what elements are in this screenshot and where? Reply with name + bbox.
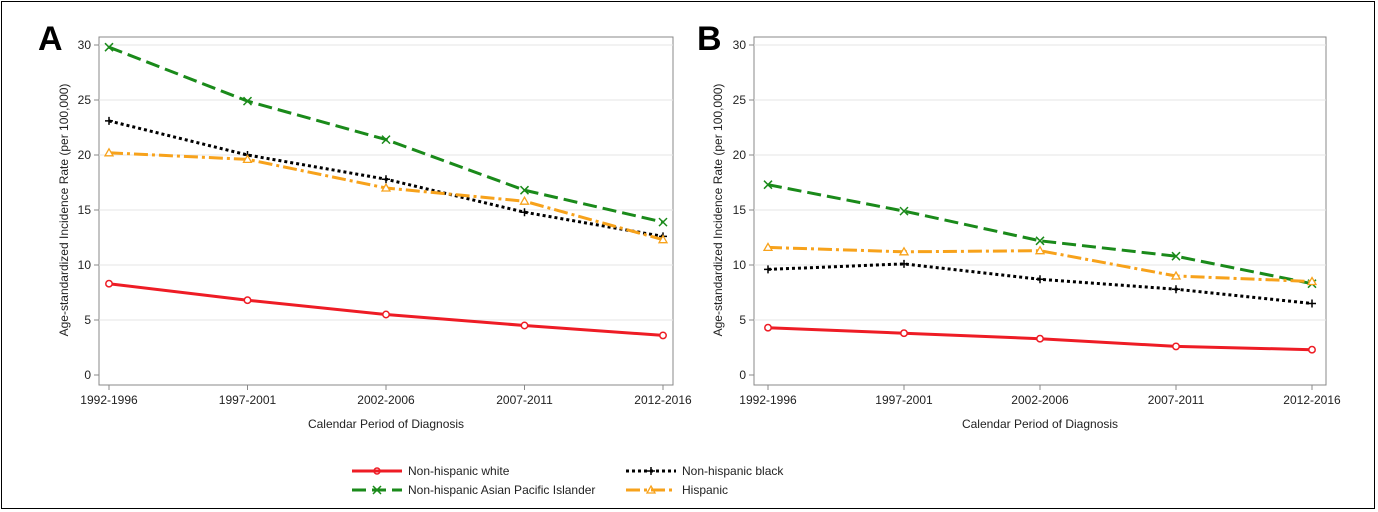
y-tick-label-a: 0 xyxy=(84,368,91,382)
y-tick-label-b: 15 xyxy=(733,203,747,217)
y-tick-label-b: 25 xyxy=(733,93,747,107)
x-tick-label-a: 1997-2001 xyxy=(219,393,277,407)
series-line-asian-b xyxy=(767,183,1313,286)
legend-marker-white xyxy=(373,467,381,475)
data-point-white-b xyxy=(1308,345,1316,354)
legend-marker-asian xyxy=(372,485,382,495)
data-point-hispanic-b xyxy=(1306,276,1318,286)
data-point-white-a xyxy=(520,321,529,330)
y-tick-label-a: 20 xyxy=(78,148,92,162)
panel-b: 0 5 10 15 20 25 30 1992-1996 1997-2001 2002-2006 2… xyxy=(697,20,1341,431)
data-point-white-a xyxy=(382,310,390,319)
data-point-hispanic-a xyxy=(103,147,115,157)
data-point-hispanic-b xyxy=(762,242,774,252)
y-tick-label-a: 5 xyxy=(84,313,91,327)
y-axis-title-b: Age-standardized Incidence Rate (per 100… xyxy=(711,84,725,337)
data-point-asian-a xyxy=(519,185,530,195)
x-tick-label-b: 1992-1996 xyxy=(739,393,797,407)
data-point-white-b xyxy=(900,329,908,338)
data-point-asian-b xyxy=(1171,251,1181,261)
series-line-hispanic-b xyxy=(767,245,1313,283)
panel-letter-b: B xyxy=(697,20,722,58)
data-point-hispanic-a xyxy=(242,154,253,164)
data-point-hispanic-a xyxy=(380,182,392,192)
x-tick-label-a: 1992-1996 xyxy=(80,393,138,407)
y-tick-label-a: 15 xyxy=(78,203,92,217)
y-tick-label-b: 20 xyxy=(733,148,747,162)
legend-item-hispanic: Hispanic xyxy=(626,483,728,497)
data-point-hispanic-a xyxy=(657,234,669,244)
legend-marker-black xyxy=(647,467,655,475)
legend-item-asian: Non-hispanic Asian Pacific Islander xyxy=(352,483,595,497)
legend-label-black: Non-hispanic black xyxy=(682,464,784,478)
data-point-black-b xyxy=(1308,299,1316,308)
data-point-asian-b xyxy=(899,206,909,216)
y-tick-label-a: 25 xyxy=(78,93,92,107)
data-point-hispanic-a xyxy=(519,195,530,205)
panel-a: 0 5 10 15 20 25 30 1992-1996 1997-2001 2002-2006 2… xyxy=(38,20,692,431)
x-tick-label-a: 2012-2016 xyxy=(634,393,692,407)
legend: Non-hispanic white Non-hispanic black No… xyxy=(352,464,784,497)
x-axis-title-b: Calendar Period of Diagnosis xyxy=(962,417,1118,431)
y-tick-label-b: 5 xyxy=(739,313,746,327)
data-point-hispanic-b xyxy=(898,246,910,256)
data-point-asian-a xyxy=(658,217,668,227)
x-tick-label-b: 2007-2011 xyxy=(1148,393,1205,407)
panel-letter-a: A xyxy=(38,20,63,58)
x-tick-label-a: 2002-2006 xyxy=(357,393,415,407)
data-point-black-a xyxy=(105,116,113,125)
plot-area-b xyxy=(753,36,1327,386)
data-point-asian-a xyxy=(104,42,114,52)
data-point-black-b xyxy=(1172,285,1180,294)
data-point-white-a xyxy=(243,296,252,305)
x-tick-label-b: 1997-2001 xyxy=(875,393,933,407)
data-point-white-b xyxy=(764,323,772,332)
data-point-white-b xyxy=(1172,342,1180,351)
data-point-white-b xyxy=(1036,334,1044,343)
legend-item-black: Non-hispanic black xyxy=(626,464,784,478)
x-tick-label-a: 2007-2011 xyxy=(496,393,553,407)
y-tick-label-a: 30 xyxy=(78,38,92,52)
legend-marker-hispanic xyxy=(645,484,657,494)
legend-label-white: Non-hispanic white xyxy=(408,464,510,478)
legend-item-white: Non-hispanic white xyxy=(352,464,510,478)
x-tick-label-b: 2002-2006 xyxy=(1011,393,1069,407)
legend-label-hispanic: Hispanic xyxy=(682,483,728,497)
data-point-black-b xyxy=(764,265,772,274)
data-point-asian-b xyxy=(763,180,773,190)
x-tick-label-b: 2012-2016 xyxy=(1283,393,1341,407)
data-point-white-a xyxy=(659,331,667,340)
data-point-hispanic-b xyxy=(1034,245,1046,255)
y-axis-title-a: Age-standardized Incidence Rate (per 100… xyxy=(57,84,71,337)
data-point-asian-a xyxy=(381,135,391,145)
data-point-black-b xyxy=(1036,275,1044,284)
legend-label-asian: Non-hispanic Asian Pacific Islander xyxy=(408,483,595,497)
data-point-white-a xyxy=(105,279,113,288)
data-point-black-b xyxy=(900,259,908,268)
data-point-asian-a xyxy=(242,96,253,106)
data-point-black-a xyxy=(382,175,390,184)
y-tick-label-b: 30 xyxy=(733,38,747,52)
data-point-hispanic-b xyxy=(1170,270,1182,280)
y-tick-label-a: 10 xyxy=(78,258,92,272)
y-tick-label-b: 0 xyxy=(739,368,746,382)
data-point-black-a xyxy=(520,208,529,217)
y-tick-label-b: 10 xyxy=(733,258,747,272)
x-axis-title-a: Calendar Period of Diagnosis xyxy=(308,417,464,431)
plot-area-a xyxy=(98,36,674,386)
data-point-asian-b xyxy=(1035,236,1045,246)
